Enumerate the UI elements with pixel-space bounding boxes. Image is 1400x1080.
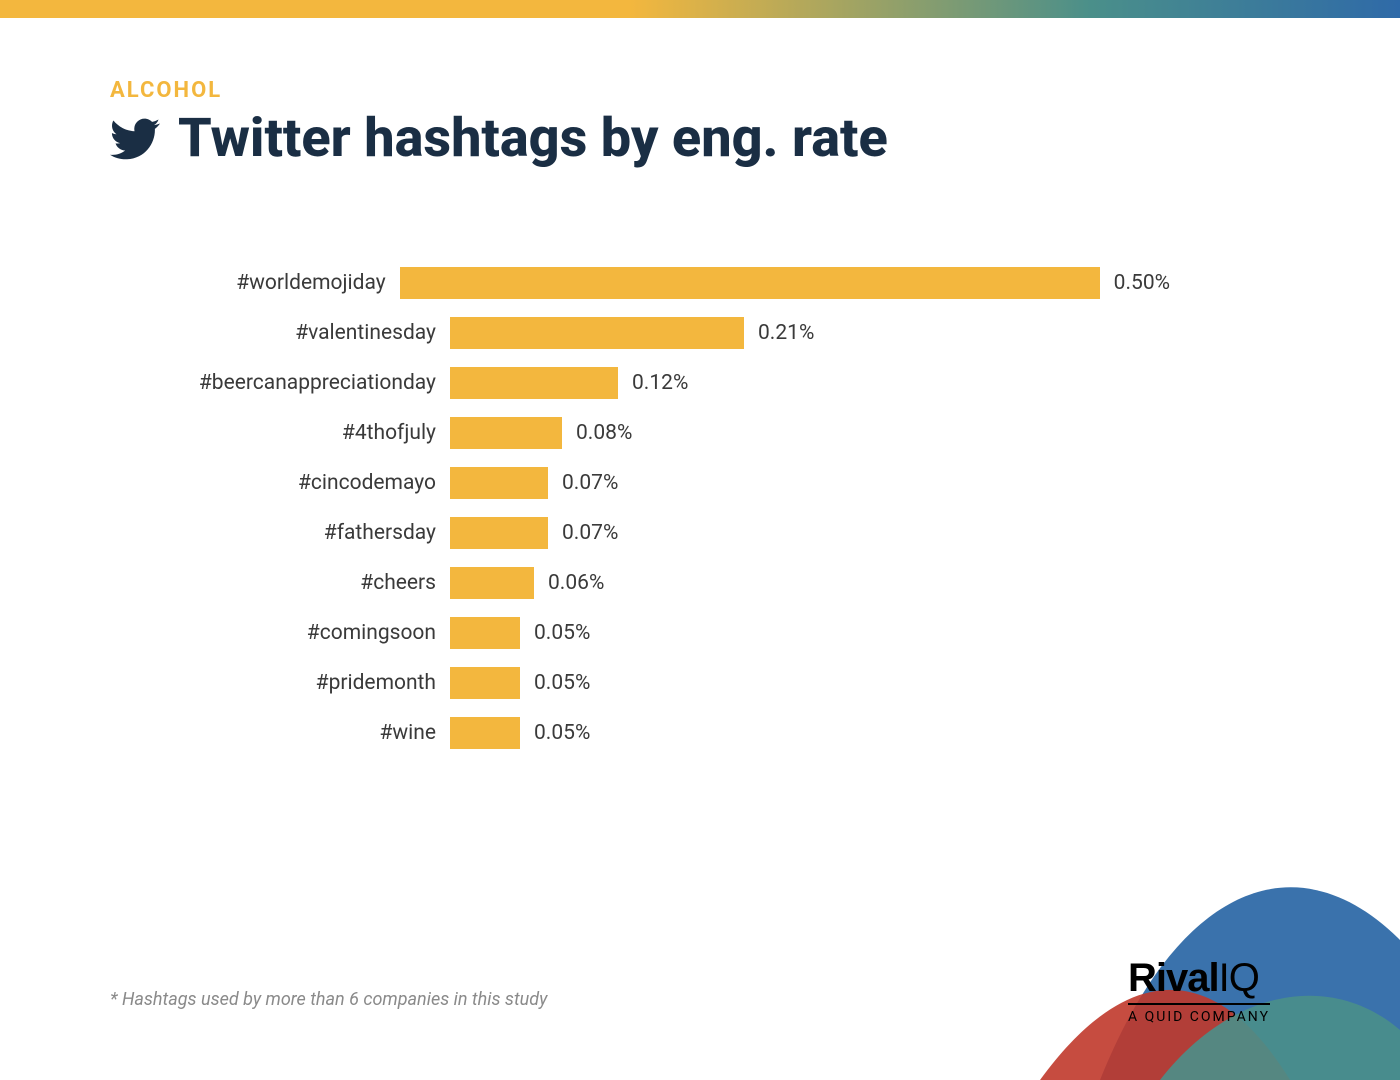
title-row: Twitter hashtags by eng. rate bbox=[110, 109, 1290, 168]
footnote-text: * Hashtags used by more than 6 companies… bbox=[110, 989, 547, 1010]
bar-label: #worldemojiday bbox=[170, 271, 400, 295]
bar-area: 0.21% bbox=[450, 317, 1170, 349]
twitter-icon bbox=[110, 114, 160, 164]
logo-text: RivalIQ bbox=[1128, 956, 1270, 1001]
wave-decoration bbox=[980, 820, 1400, 1080]
logo-thin: IQ bbox=[1219, 956, 1259, 1000]
bar-value: 0.07% bbox=[562, 471, 618, 495]
chart-row: #beercanappreciationday 0.12% bbox=[170, 358, 1170, 408]
bar-area: 0.07% bbox=[450, 467, 1170, 499]
bar-label: #wine bbox=[170, 721, 450, 745]
bar bbox=[450, 517, 548, 549]
bar-area: 0.05% bbox=[450, 667, 1170, 699]
bar-label: #beercanappreciationday bbox=[170, 371, 450, 395]
bar bbox=[450, 617, 520, 649]
bar-value: 0.05% bbox=[534, 621, 590, 645]
twitter-path bbox=[110, 118, 160, 159]
chart-row: #wine 0.05% bbox=[170, 708, 1170, 758]
bar-value: 0.12% bbox=[632, 371, 688, 395]
chart-row: #4thofjuly 0.08% bbox=[170, 408, 1170, 458]
main-content: ALCOHOL Twitter hashtags by eng. rate #w… bbox=[0, 18, 1400, 758]
page-title: Twitter hashtags by eng. rate bbox=[178, 109, 888, 168]
chart-row: #pridemonth 0.05% bbox=[170, 658, 1170, 708]
bar-area: 0.05% bbox=[450, 617, 1170, 649]
chart-row: #comingsoon 0.05% bbox=[170, 608, 1170, 658]
bar-label: #fathersday bbox=[170, 521, 450, 545]
chart-row: #valentinesday 0.21% bbox=[170, 308, 1170, 358]
bar-label: #4thofjuly bbox=[170, 421, 450, 445]
chart-row: #cincodemayo 0.07% bbox=[170, 458, 1170, 508]
category-label: ALCOHOL bbox=[110, 78, 1290, 103]
bar-label: #valentinesday bbox=[170, 321, 450, 345]
brand-logo: RivalIQ A QUID COMPANY bbox=[1128, 956, 1270, 1025]
bar-value: 0.06% bbox=[548, 571, 604, 595]
bar-value: 0.05% bbox=[534, 671, 590, 695]
bar-label: #comingsoon bbox=[170, 621, 450, 645]
chart-row: #worldemojiday 0.50% bbox=[170, 258, 1170, 308]
chart-row: #cheers 0.06% bbox=[170, 558, 1170, 608]
bar-area: 0.08% bbox=[450, 417, 1170, 449]
bar-area: 0.07% bbox=[450, 517, 1170, 549]
top-gradient-bar bbox=[0, 0, 1400, 18]
hashtag-bar-chart: #worldemojiday 0.50% #valentinesday 0.21% #b… bbox=[170, 258, 1170, 758]
bar bbox=[450, 367, 618, 399]
bar-area: 0.50% bbox=[400, 267, 1170, 299]
bar-value: 0.21% bbox=[758, 321, 814, 345]
bar bbox=[400, 267, 1100, 299]
bar-area: 0.05% bbox=[450, 717, 1170, 749]
bar-area: 0.12% bbox=[450, 367, 1170, 399]
bar-area: 0.06% bbox=[450, 567, 1170, 599]
bar-label: #cheers bbox=[170, 571, 450, 595]
bar-value: 0.07% bbox=[562, 521, 618, 545]
bar-value: 0.05% bbox=[534, 721, 590, 745]
bar bbox=[450, 417, 562, 449]
bar-label: #cincodemayo bbox=[170, 471, 450, 495]
bar bbox=[450, 717, 520, 749]
bar-label: #pridemonth bbox=[170, 671, 450, 695]
chart-row: #fathersday 0.07% bbox=[170, 508, 1170, 558]
logo-tagline: A QUID COMPANY bbox=[1128, 1003, 1270, 1025]
bar-value: 0.08% bbox=[576, 421, 632, 445]
bar bbox=[450, 317, 744, 349]
bar-value: 0.50% bbox=[1114, 271, 1170, 295]
bar bbox=[450, 467, 548, 499]
bar bbox=[450, 667, 520, 699]
logo-bold: Rival bbox=[1128, 956, 1219, 1000]
bar bbox=[450, 567, 534, 599]
